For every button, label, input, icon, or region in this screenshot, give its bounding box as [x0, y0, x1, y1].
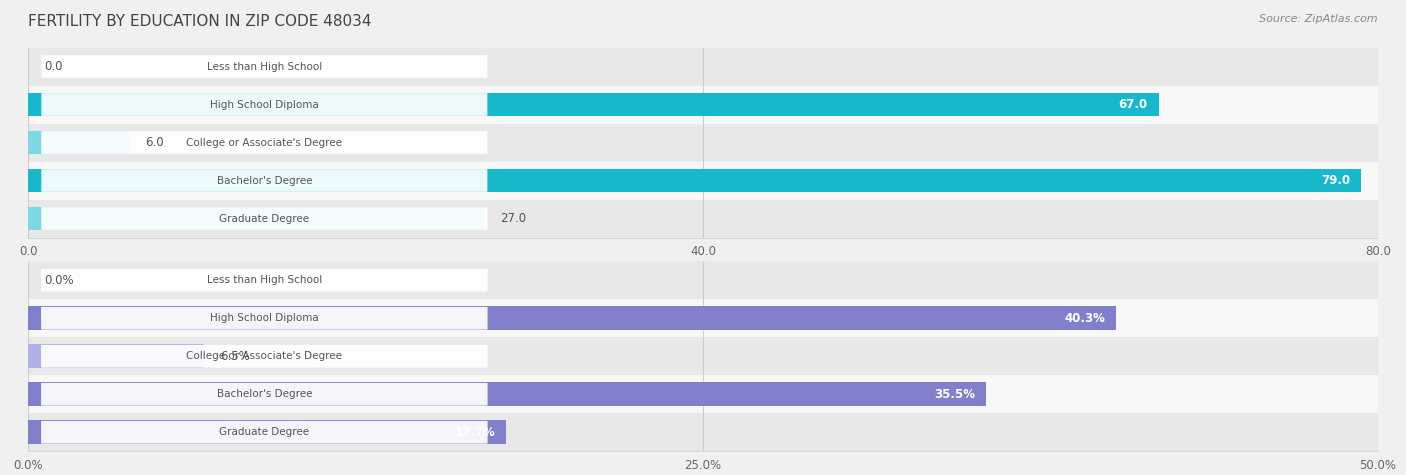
Bar	[28, 200, 1378, 238]
FancyBboxPatch shape	[41, 169, 488, 192]
FancyBboxPatch shape	[41, 383, 488, 406]
Bar	[28, 306, 1116, 330]
Text: 6.5%: 6.5%	[219, 350, 249, 363]
Text: Graduate Degree: Graduate Degree	[219, 213, 309, 224]
Bar	[28, 93, 1159, 116]
Text: FERTILITY BY EDUCATION IN ZIP CODE 48034: FERTILITY BY EDUCATION IN ZIP CODE 48034	[28, 14, 371, 29]
Text: 6.0: 6.0	[146, 136, 165, 149]
FancyBboxPatch shape	[41, 207, 488, 230]
Text: Graduate Degree: Graduate Degree	[219, 427, 309, 437]
Text: 35.5%: 35.5%	[935, 388, 976, 401]
Text: 67.0: 67.0	[1119, 98, 1147, 111]
Bar	[28, 382, 987, 406]
Bar	[28, 299, 1378, 337]
FancyBboxPatch shape	[41, 345, 488, 368]
Text: 0.0: 0.0	[45, 60, 63, 73]
Bar	[28, 207, 484, 230]
FancyBboxPatch shape	[41, 269, 488, 292]
Text: 40.3%: 40.3%	[1064, 312, 1105, 325]
FancyBboxPatch shape	[41, 307, 488, 330]
FancyBboxPatch shape	[41, 93, 488, 116]
Bar	[28, 48, 1378, 86]
Text: Source: ZipAtlas.com: Source: ZipAtlas.com	[1260, 14, 1378, 24]
FancyBboxPatch shape	[41, 131, 488, 154]
Bar	[28, 86, 1378, 124]
Bar	[28, 261, 1378, 299]
Bar	[28, 337, 1378, 375]
Text: 79.0: 79.0	[1322, 174, 1350, 187]
Bar	[28, 124, 1378, 162]
Bar	[28, 413, 1378, 451]
Text: 17.7%: 17.7%	[454, 426, 495, 439]
Bar	[28, 375, 1378, 413]
Text: College or Associate's Degree: College or Associate's Degree	[187, 137, 342, 148]
Text: Bachelor's Degree: Bachelor's Degree	[217, 175, 312, 186]
Bar	[28, 131, 129, 154]
Bar	[28, 162, 1378, 199]
FancyBboxPatch shape	[41, 55, 488, 78]
Bar	[28, 169, 1361, 192]
Text: Bachelor's Degree: Bachelor's Degree	[217, 389, 312, 399]
Bar	[28, 344, 204, 368]
Text: 0.0%: 0.0%	[45, 274, 75, 287]
Text: High School Diploma: High School Diploma	[209, 99, 319, 110]
Text: College or Associate's Degree: College or Associate's Degree	[187, 351, 342, 361]
Text: Less than High School: Less than High School	[207, 275, 322, 285]
Text: Less than High School: Less than High School	[207, 61, 322, 72]
Bar	[28, 420, 506, 444]
FancyBboxPatch shape	[41, 421, 488, 444]
Text: High School Diploma: High School Diploma	[209, 313, 319, 323]
Text: 27.0: 27.0	[501, 212, 526, 225]
